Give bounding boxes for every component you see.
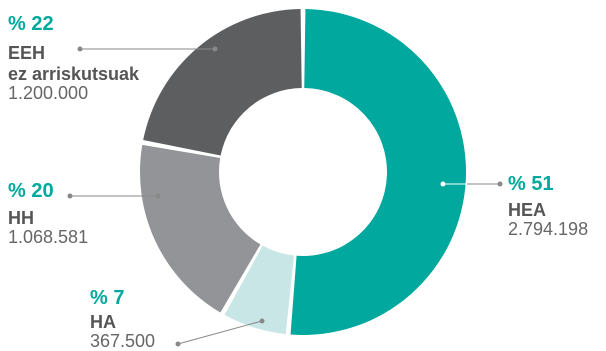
donut-slices (139, 9, 466, 335)
donut-slice-ha (224, 245, 295, 335)
slice-name-hh: HH (8, 208, 34, 228)
slice-name-eeh-line2: ez arriskutsuak (8, 64, 140, 84)
slice-percent-hea: % 51 (508, 173, 554, 195)
leader-dot-ha-0 (259, 318, 265, 324)
donut-slice-hh (139, 144, 261, 313)
leader-lines (67, 46, 503, 347)
slice-name-eeh-line1: EEH (8, 43, 46, 63)
leader-dot-hea-0 (440, 181, 446, 187)
leader-line-ha (177, 320, 263, 345)
slice-percent-hh: % 20 (8, 180, 54, 202)
leader-dot-hh-1 (67, 193, 73, 199)
slice-value-ha: 367.500 (90, 331, 156, 351)
leader-dot-hh-0 (155, 193, 161, 199)
slice-value-hea: 2.794.198 (508, 219, 589, 239)
slice-value-hh: 1.068.581 (8, 227, 89, 247)
slice-name-ha: HA (90, 312, 116, 332)
leader-dot-eeh-0 (212, 46, 218, 52)
leader-dot-ha-1 (175, 341, 181, 347)
leader-dot-eeh-1 (77, 46, 83, 52)
slice-percent-eeh: % 22 (8, 13, 54, 35)
slice-name-hea: HEA (508, 200, 547, 220)
slice-percent-ha: % 7 (90, 287, 125, 309)
slice-label-eeh: % 22 EEH ez arriskutsuak 1.200.000 (8, 14, 139, 102)
donut-slice-eeh (143, 9, 302, 156)
slice-label-ha: % 7 HA 367.500 (90, 288, 155, 350)
slice-label-hh: % 20 HH 1.068.581 (8, 181, 88, 246)
slice-value-eeh: 1.200.000 (8, 83, 89, 103)
donut-slice-hea (290, 9, 466, 335)
slice-label-hea: % 51 HEA 2.794.198 (508, 174, 588, 238)
